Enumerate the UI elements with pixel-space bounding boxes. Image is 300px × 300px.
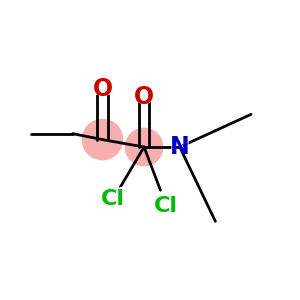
Text: Cl: Cl [154,196,178,217]
Text: Cl: Cl [99,187,126,211]
Text: N: N [170,135,190,159]
Circle shape [125,128,164,166]
Text: O: O [134,85,154,109]
Text: Cl: Cl [101,189,125,209]
Text: O: O [133,83,155,110]
Circle shape [82,119,123,160]
Text: Cl: Cl [153,194,180,218]
Text: N: N [169,134,191,160]
Text: O: O [91,76,114,102]
Text: O: O [92,77,112,101]
